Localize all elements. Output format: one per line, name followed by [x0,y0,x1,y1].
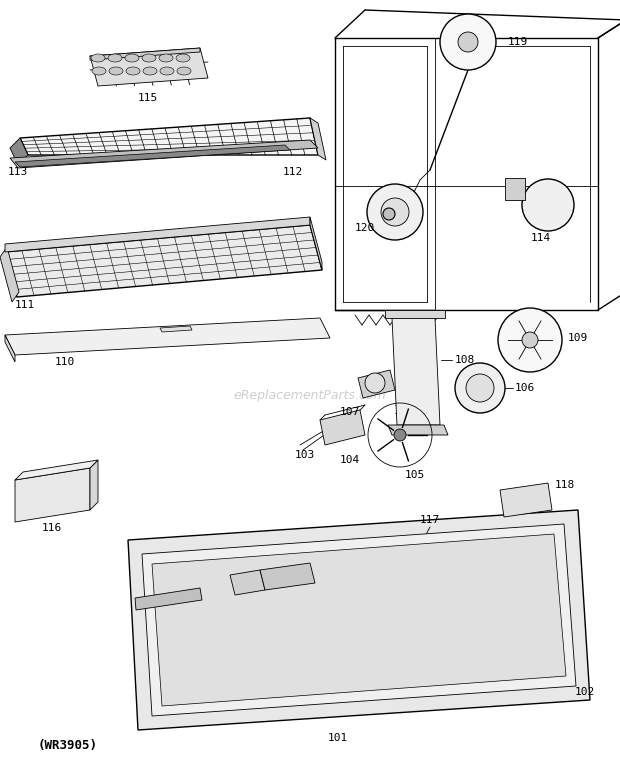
Text: 119: 119 [508,37,528,47]
Text: 114: 114 [531,233,551,243]
Ellipse shape [142,54,156,62]
Circle shape [440,14,496,70]
Text: (WR3905): (WR3905) [38,739,98,752]
Text: 112: 112 [283,167,303,177]
Ellipse shape [108,54,122,62]
Polygon shape [388,425,448,435]
Polygon shape [128,510,590,730]
Text: 113: 113 [8,167,28,177]
Polygon shape [358,370,395,398]
Ellipse shape [125,54,139,62]
Polygon shape [5,225,322,297]
Text: 116: 116 [42,523,62,533]
Ellipse shape [91,54,105,62]
Text: 120: 120 [355,223,375,233]
Polygon shape [90,48,200,60]
Ellipse shape [159,54,173,62]
Circle shape [466,374,494,402]
Text: eReplacementParts.com: eReplacementParts.com [234,389,386,402]
Text: 110: 110 [55,357,75,367]
Circle shape [522,332,538,348]
Polygon shape [152,534,566,706]
Text: 118: 118 [555,480,575,490]
Polygon shape [160,326,192,332]
Ellipse shape [109,67,123,75]
Ellipse shape [177,67,191,75]
Polygon shape [90,48,208,86]
Polygon shape [15,460,98,480]
Text: 104: 104 [340,455,360,465]
Polygon shape [10,140,318,168]
Polygon shape [320,410,365,445]
Ellipse shape [92,67,106,75]
Circle shape [498,308,562,372]
Polygon shape [392,318,440,425]
Polygon shape [5,217,310,252]
Circle shape [365,373,385,393]
Polygon shape [310,118,326,160]
Polygon shape [20,118,318,155]
Text: 102: 102 [575,687,595,697]
Text: 115: 115 [138,93,158,103]
Circle shape [458,32,478,52]
Polygon shape [15,468,90,522]
Text: 111: 111 [15,300,35,310]
Text: 109: 109 [568,333,588,343]
Circle shape [383,208,395,220]
Polygon shape [310,217,322,270]
Polygon shape [135,588,202,610]
Ellipse shape [143,67,157,75]
Polygon shape [15,145,290,167]
Text: 101: 101 [328,733,348,743]
Text: 107: 107 [340,407,360,417]
Text: 117: 117 [420,515,440,525]
Ellipse shape [176,54,190,62]
Circle shape [522,179,574,231]
Circle shape [394,429,406,441]
Polygon shape [5,335,15,362]
Text: 105: 105 [405,470,425,480]
Polygon shape [260,563,315,590]
Text: 106: 106 [515,383,535,393]
Polygon shape [90,460,98,510]
Circle shape [381,198,409,226]
Circle shape [367,184,423,240]
Polygon shape [0,247,19,302]
Polygon shape [385,310,445,318]
Circle shape [455,363,505,413]
Text: 108: 108 [455,355,476,365]
Polygon shape [500,483,552,517]
Polygon shape [10,138,28,165]
Text: 103: 103 [295,450,315,460]
Polygon shape [505,178,525,200]
Polygon shape [142,524,576,716]
Polygon shape [5,318,330,355]
Polygon shape [230,570,265,595]
Ellipse shape [126,67,140,75]
Ellipse shape [160,67,174,75]
